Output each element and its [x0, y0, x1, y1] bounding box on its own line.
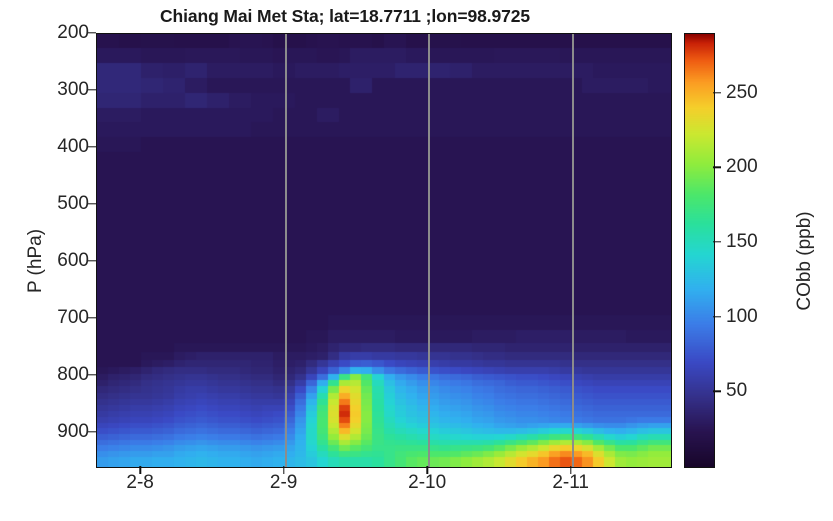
x-tick-mark-2-8: [139, 466, 141, 474]
colorbar-tick-mark-250: [713, 92, 721, 94]
y-tick-label-200: 200: [57, 22, 89, 43]
y-tick-label-500: 500: [57, 192, 89, 214]
x-tick-mark-2-10: [426, 466, 428, 474]
colorbar-tick-mark-50: [713, 390, 721, 393]
x-tick-mark-2-9: [282, 466, 285, 474]
colorbar-label: CObb (ppb): [794, 211, 815, 311]
y-axis-label: P (hPa): [25, 228, 46, 294]
y-tick-mark-400: [88, 146, 96, 148]
x-tick-label-2-11: 2-11: [552, 472, 589, 493]
y-tick-label-800: 800: [57, 363, 89, 385]
y-tick-mark-700: [88, 317, 96, 319]
y-tick-label-300: 300: [57, 78, 89, 100]
colorbar-gradient: [685, 34, 714, 467]
x-tick-mark-2-11: [569, 466, 572, 474]
y-tick-label-600: 600: [57, 249, 89, 271]
x-tick-label-2-9: 2-9: [269, 472, 298, 493]
y-tick-label-400: 400: [57, 135, 89, 157]
y-tick-mark-300: [88, 89, 96, 91]
y-tick-mark-800: [88, 374, 96, 376]
colorbar-tick-mark-200: [713, 166, 721, 169]
y-tick-mark-200: [88, 32, 96, 34]
page-title: Chiang Mai Met Sta; lat=18.7711 ;lon=98.…: [159, 6, 531, 26]
colorbar-tick-label-200: 200: [726, 156, 758, 178]
y-tick-label-700: 700: [57, 306, 89, 328]
heatmap-axes[interactable]: [96, 33, 672, 468]
colorbar-tick-mark-100: [713, 315, 721, 318]
colorbar[interactable]: [684, 33, 715, 468]
colorbar-tick-label-250: 250: [726, 81, 758, 103]
colorbar-tick-mark-150: [713, 241, 721, 243]
y-tick-label-900: 900: [57, 420, 89, 442]
heatmap-plot-area[interactable]: [97, 34, 671, 467]
x-tick-label-2-10: 2-10: [408, 472, 447, 493]
y-tick-mark-600: [88, 260, 96, 262]
colorbar-tick-label-100: 100: [726, 305, 758, 327]
colorbar-tick-label-150: 150: [726, 231, 758, 253]
y-tick-mark-900: [88, 431, 96, 433]
y-tick-mark-500: [88, 203, 96, 205]
colorbar-tick-label-50: 50: [726, 380, 748, 402]
x-tick-label-2-8: 2-8: [126, 472, 154, 493]
